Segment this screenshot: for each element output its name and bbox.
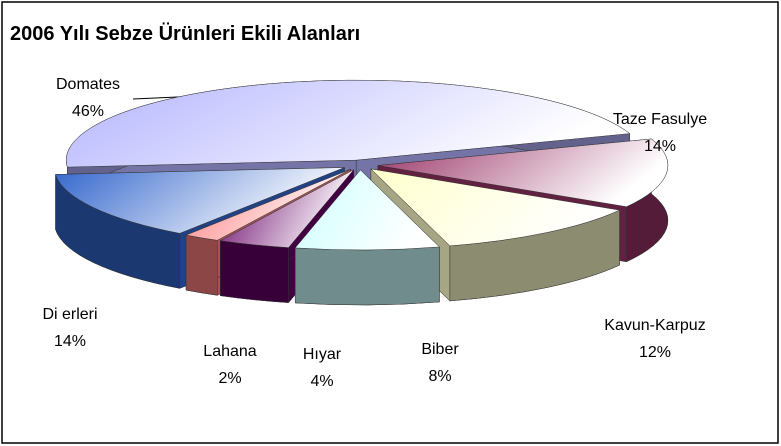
slice-label: Kavun-Karpuz: [604, 317, 705, 334]
slice-label: Taze Fasulye: [613, 111, 707, 128]
slice-top: [219, 169, 354, 248]
slice: [294, 169, 440, 306]
slice-label: Di erleri: [42, 306, 97, 323]
slice-top: [294, 169, 440, 251]
slice-top: [370, 168, 621, 247]
slice-side: [220, 240, 289, 303]
slice-side: [185, 234, 218, 296]
slice-value-label: 46%: [72, 103, 104, 120]
slice-top: [55, 167, 345, 234]
slice-value-label: 14%: [54, 333, 86, 350]
chart-title: 2006 Yılı Sebze Ürünleri Ekili Alanları: [10, 22, 360, 45]
slice-value-label: 4%: [310, 373, 333, 390]
slice-value-label: 12%: [639, 344, 671, 361]
slice-value-label: 14%: [644, 138, 676, 155]
slice-label: Lahana: [203, 343, 256, 360]
slice-top: [185, 169, 351, 241]
slice-value-label: 8%: [428, 368, 451, 385]
slice-label: Hıyar: [303, 346, 342, 363]
slice-label: Domates: [56, 76, 120, 93]
slice-top: [377, 138, 669, 207]
slice-value-label: 2%: [218, 370, 241, 387]
slice-top: [65, 79, 631, 168]
slice-label: Biber: [421, 341, 459, 358]
slice-side: [294, 246, 440, 306]
pie: [55, 79, 669, 306]
